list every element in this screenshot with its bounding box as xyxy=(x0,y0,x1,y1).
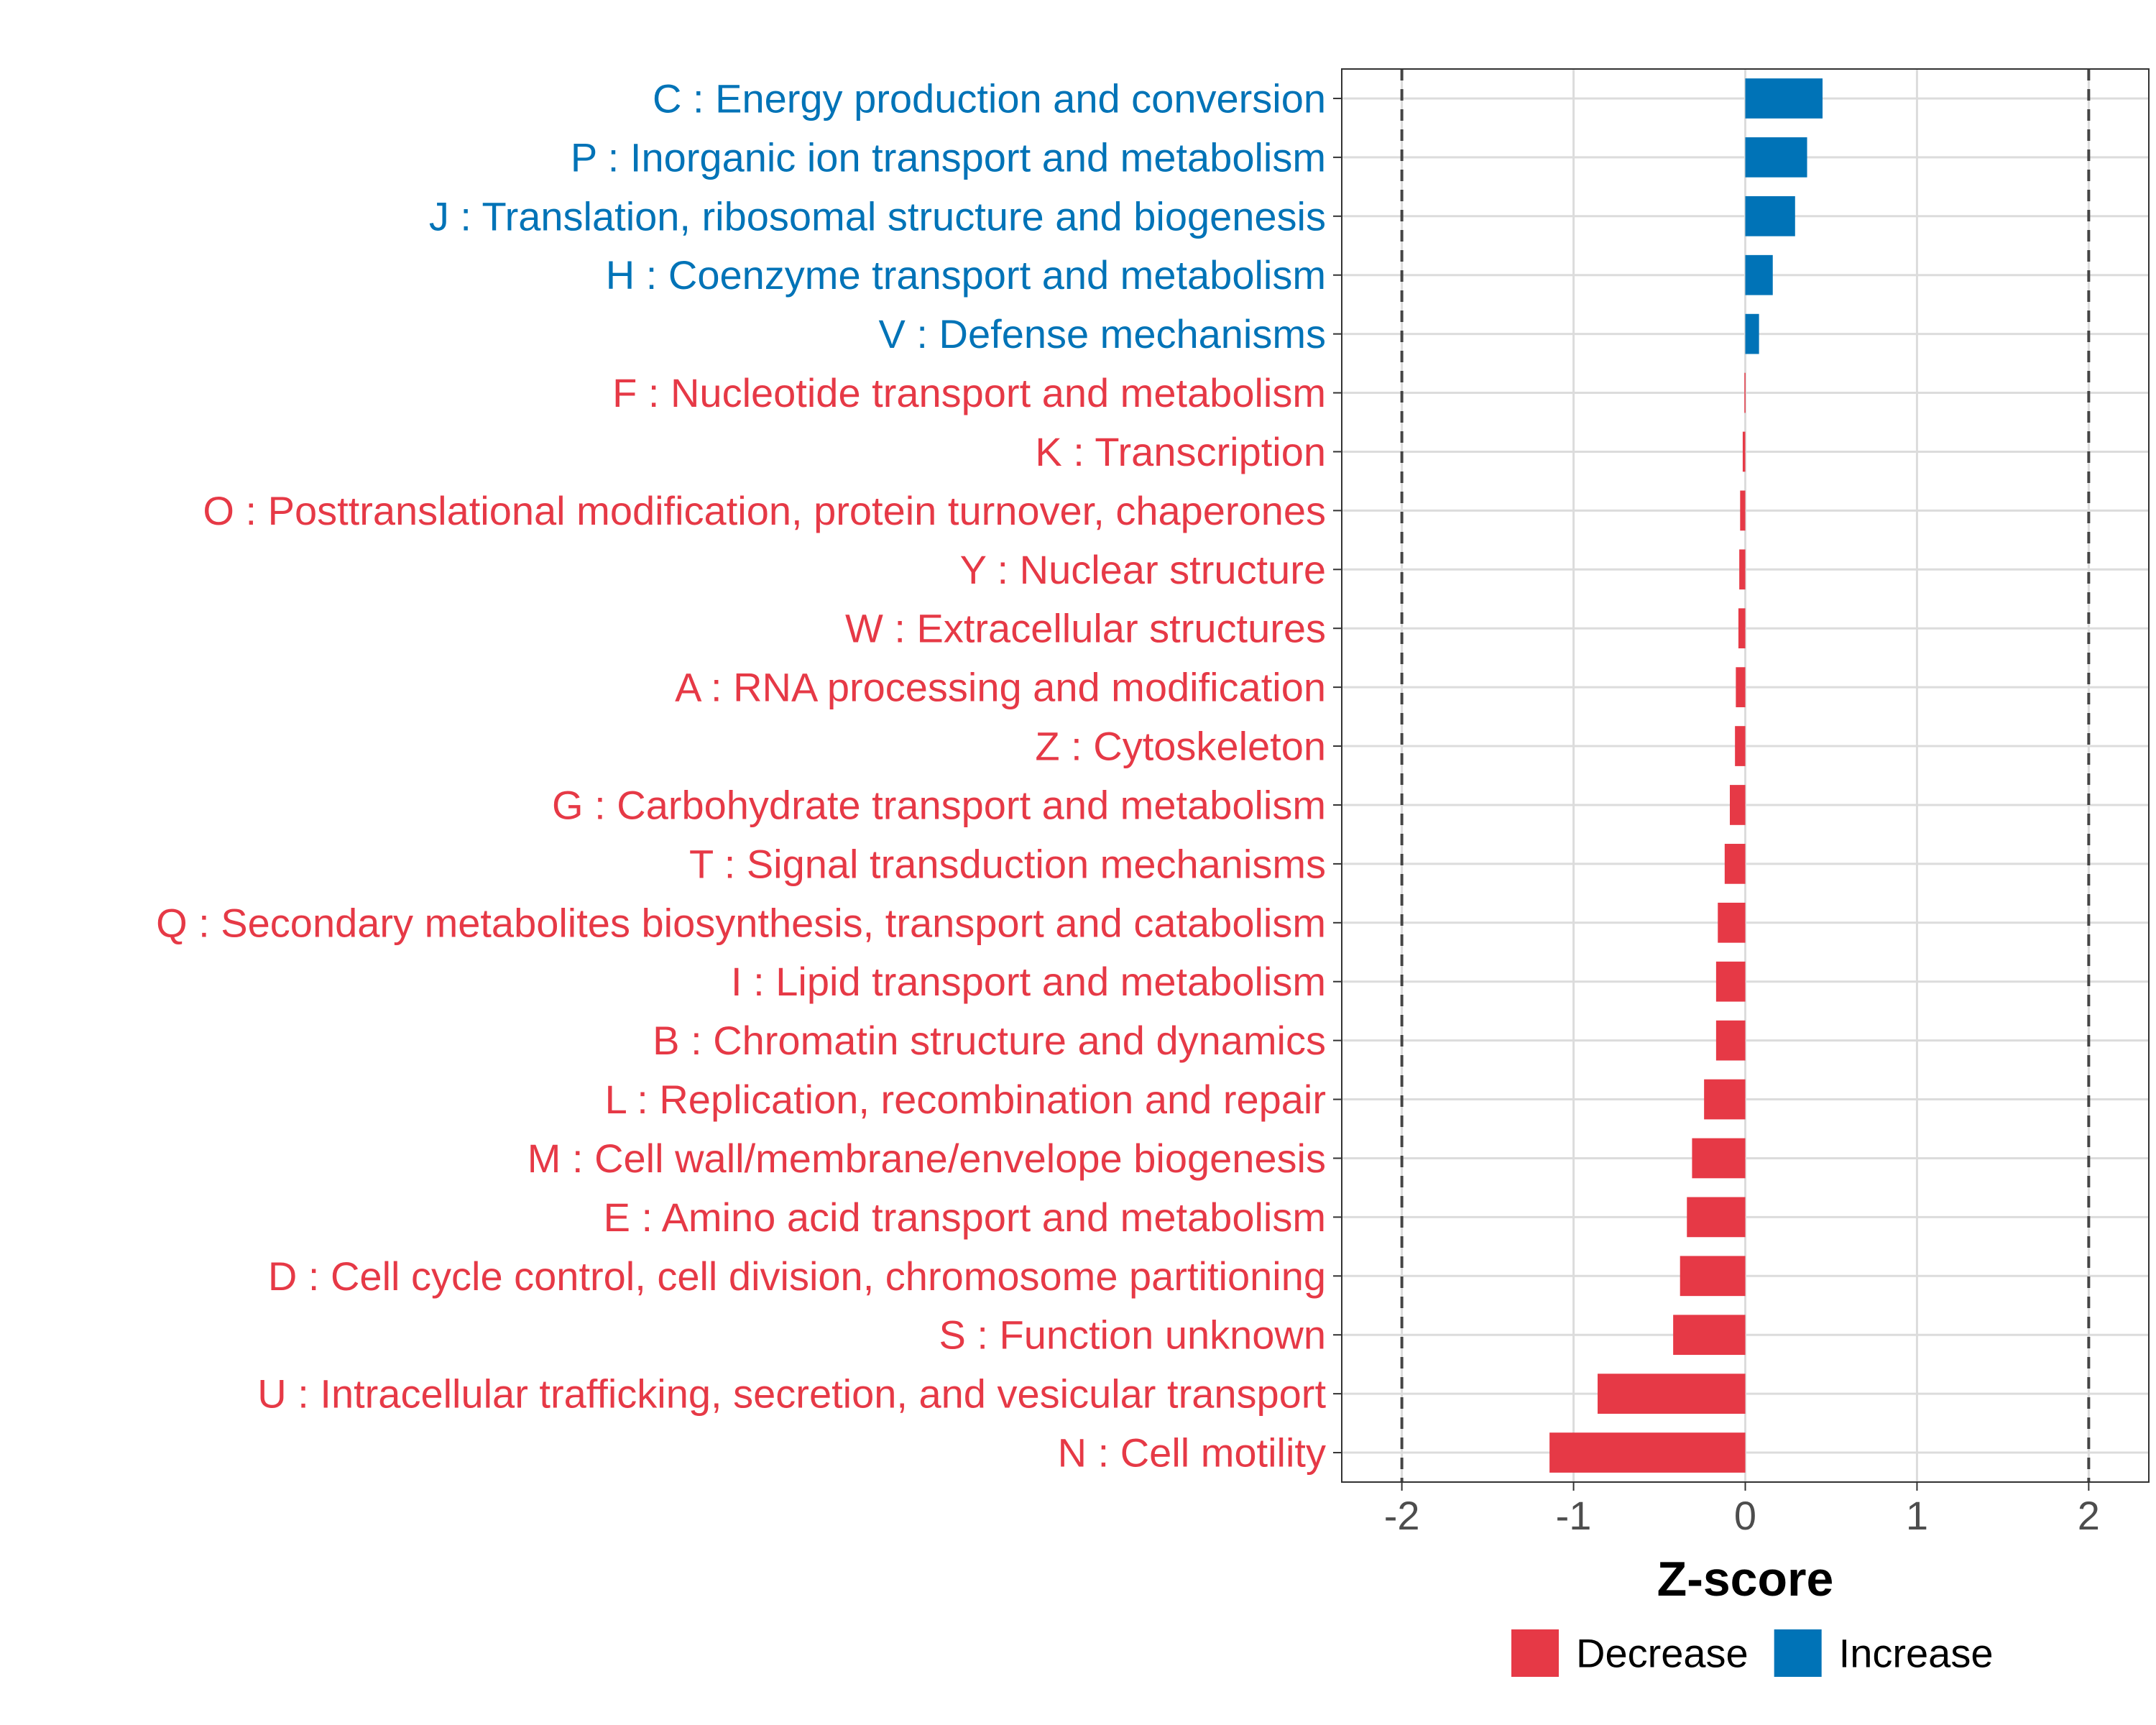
category-label: B : Chromatin structure and dynamics xyxy=(653,1018,1326,1063)
category-label: Z : Cytoskeleton xyxy=(1035,724,1326,769)
bar-decrease xyxy=(1680,1256,1746,1297)
category-label: E : Amino acid transport and metabolism xyxy=(604,1195,1326,1240)
reference-lines xyxy=(1400,69,2091,1482)
category-label: D : Cell cycle control, cell division, c… xyxy=(268,1254,1326,1299)
x-tick-label: -2 xyxy=(1384,1493,1420,1538)
category-label: S : Function unknown xyxy=(939,1312,1326,1358)
bar-decrease xyxy=(1673,1315,1746,1356)
bar-decrease xyxy=(1724,844,1746,884)
bar-decrease xyxy=(1718,902,1746,943)
category-label: Y : Nuclear structure xyxy=(960,547,1326,592)
bar-decrease xyxy=(1729,785,1746,825)
legend-label-increase: Increase xyxy=(1839,1631,1994,1676)
bar-decrease xyxy=(1715,961,1746,1002)
x-tick-label: -1 xyxy=(1556,1493,1592,1538)
category-label: K : Transcription xyxy=(1035,429,1326,474)
bar-decrease xyxy=(1735,726,1746,766)
category-label: V : Defense mechanisms xyxy=(879,311,1326,356)
bar-increase xyxy=(1745,78,1823,119)
category-label: L : Replication, recombination and repai… xyxy=(605,1077,1326,1122)
bar-decrease xyxy=(1739,549,1746,590)
legend: Decrease Increase xyxy=(1511,1629,1993,1677)
category-label: Q : Secondary metabolites biosynthesis, … xyxy=(156,900,1326,945)
bar-decrease xyxy=(1687,1197,1746,1238)
bar-decrease xyxy=(1740,490,1746,531)
category-label: C : Energy production and conversion xyxy=(653,75,1326,121)
category-label: A : RNA processing and modification xyxy=(675,665,1326,710)
bar-decrease xyxy=(1736,667,1746,707)
legend-label-decrease: Decrease xyxy=(1576,1631,1749,1676)
bar-increase xyxy=(1745,137,1807,178)
category-label: N : Cell motility xyxy=(1058,1430,1326,1476)
bar-decrease xyxy=(1715,1020,1746,1061)
bar-increase xyxy=(1745,254,1773,295)
x-axis-title: Z-score xyxy=(1657,1552,1834,1606)
bar-decrease xyxy=(1692,1138,1746,1179)
category-label: M : Cell wall/membrane/envelope biogenes… xyxy=(528,1136,1326,1181)
category-label: O : Posttranslational modification, prot… xyxy=(203,488,1326,533)
legend-swatch-decrease xyxy=(1511,1629,1559,1677)
category-label: U : Intracellular trafficking, secretion… xyxy=(257,1371,1326,1417)
bar-decrease xyxy=(1744,372,1746,413)
category-label: P : Inorganic ion transport and metaboli… xyxy=(571,134,1326,180)
legend-swatch-increase xyxy=(1774,1629,1822,1677)
category-label: G : Carbohydrate transport and metabolis… xyxy=(552,782,1326,827)
bar-decrease xyxy=(1738,608,1746,649)
bar-increase xyxy=(1745,196,1795,236)
bar-decrease xyxy=(1549,1432,1746,1473)
category-labels: C : Energy production and conversion P : … xyxy=(156,75,1342,1476)
x-tick-label: 1 xyxy=(1906,1493,1928,1538)
category-label: J : Translation, ribosomal structure and… xyxy=(429,193,1326,239)
x-tick-label: 0 xyxy=(1734,1493,1756,1538)
bars-layer xyxy=(1549,78,1823,1473)
category-label: I : Lipid transport and metabolism xyxy=(731,959,1326,1004)
bar-increase xyxy=(1745,313,1759,354)
bar-decrease xyxy=(1742,431,1746,472)
category-label: H : Coenzyme transport and metabolism xyxy=(606,252,1326,298)
category-label: F : Nucleotide transport and metabolism xyxy=(612,370,1326,415)
bar-decrease xyxy=(1598,1374,1746,1414)
bar-decrease xyxy=(1704,1079,1746,1120)
x-tick-label: 2 xyxy=(2078,1493,2100,1538)
category-label: T : Signal transduction mechanisms xyxy=(689,841,1326,886)
x-axis: -2 -1 0 1 2 xyxy=(1384,1482,2100,1538)
category-label: W : Extracellular structures xyxy=(845,606,1326,651)
